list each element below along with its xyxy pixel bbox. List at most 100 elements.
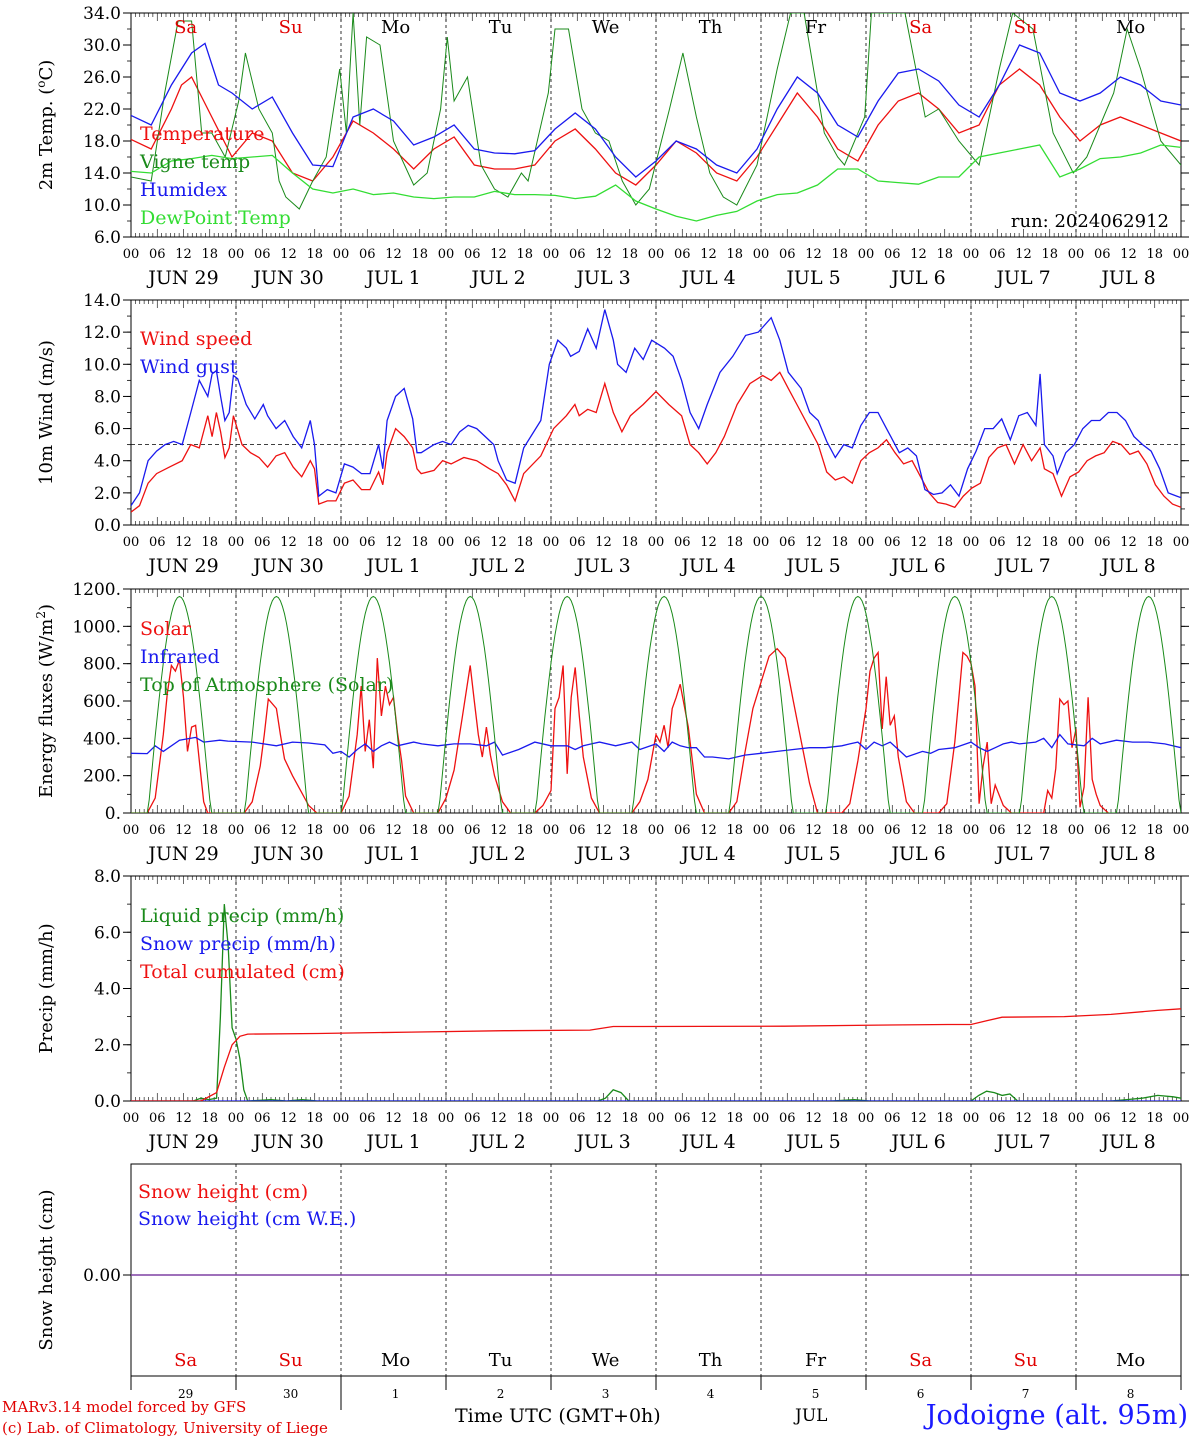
- hour-tick-label: 18: [621, 247, 638, 262]
- hour-tick-label: 00: [543, 823, 560, 838]
- date-label: JUL 1: [364, 267, 420, 289]
- hour-tick-label: 00: [333, 247, 350, 262]
- date-label: JUN 29: [146, 555, 218, 577]
- hour-tick-label: 12: [1120, 1111, 1137, 1126]
- hour-tick-label: 18: [831, 535, 848, 550]
- y-tick-label: 600.: [83, 692, 121, 712]
- hour-tick-label: 00: [543, 1111, 560, 1126]
- hour-tick-label: 18: [621, 535, 638, 550]
- weekday-label: Mo: [1116, 17, 1145, 38]
- panel-4: 0.0 2.0 4.0 6.0 8.0 Precip (mm/h) 00 06 12 18 JUN …: [36, 867, 1189, 1153]
- hour-tick-label: 12: [910, 823, 927, 838]
- hour-tick-label: 06: [254, 823, 271, 838]
- hour-tick-label: 00: [228, 823, 245, 838]
- hour-tick-label: 18: [411, 247, 428, 262]
- hour-tick-label: 06: [884, 247, 901, 262]
- date-label: JUN 29: [146, 1131, 218, 1153]
- weekday-label: Tu: [489, 1350, 513, 1371]
- hour-tick-label: 06: [254, 247, 271, 262]
- hour-tick-label: 06: [989, 247, 1006, 262]
- date-label: JUL 8: [1099, 555, 1155, 577]
- y-tick-label: 0.0: [94, 1092, 121, 1112]
- date-label: JUN 29: [146, 843, 218, 865]
- hour-tick-label: 12: [805, 535, 822, 550]
- weekday-label: Tu: [489, 17, 513, 38]
- series-line-humidex: [131, 42, 1181, 178]
- hour-tick-label: 12: [175, 1111, 192, 1126]
- series-line-top-of-atmosphere-solar-: [131, 595, 1181, 813]
- hour-tick-label: 18: [516, 535, 533, 550]
- hour-tick-label: 18: [1041, 1111, 1058, 1126]
- hour-tick-label: 18: [1041, 247, 1058, 262]
- hour-tick-label: 06: [779, 823, 796, 838]
- legend-entry: Snow height (cm): [138, 1181, 308, 1203]
- station-label: Jodoigne (alt. 95m): [925, 1400, 1188, 1431]
- hour-tick-label: 06: [779, 535, 796, 550]
- hour-tick-label: 12: [490, 1111, 507, 1126]
- hour-tick-label: 12: [280, 1111, 297, 1126]
- hour-tick-label: 12: [595, 535, 612, 550]
- hour-tick-label: 00: [753, 247, 770, 262]
- hour-tick-label: 12: [1120, 247, 1137, 262]
- hour-tick-label: 00: [1173, 1111, 1190, 1126]
- hour-tick-label: 18: [306, 247, 323, 262]
- run-label: run: 2024062912: [1011, 211, 1169, 232]
- hour-tick-label: 00: [333, 823, 350, 838]
- legend-entry: Top of Atmosphere (Solar): [140, 674, 393, 696]
- day-number-label: 2: [497, 1387, 505, 1401]
- hour-tick-label: 18: [936, 823, 953, 838]
- hour-tick-label: 00: [123, 823, 140, 838]
- date-label: JUL 2: [469, 267, 525, 289]
- hour-tick-label: 12: [490, 823, 507, 838]
- hour-tick-label: 12: [385, 535, 402, 550]
- series-line-infrared: [131, 733, 1181, 760]
- date-label: JUL 5: [784, 843, 840, 865]
- hour-tick-label: 18: [1146, 247, 1163, 262]
- hour-tick-label: 06: [359, 1111, 376, 1126]
- hour-tick-label: 06: [1094, 823, 1111, 838]
- day-number-label: 5: [812, 1387, 820, 1401]
- series-line-vigne-temp: [131, 13, 1181, 210]
- date-label: JUL 8: [1099, 1131, 1155, 1153]
- hour-tick-label: 00: [228, 535, 245, 550]
- weekday-label: Su: [1014, 1350, 1038, 1371]
- legend-entry: Temperature: [140, 123, 264, 145]
- hour-tick-label: 12: [805, 1111, 822, 1126]
- legend-entry: Humidex: [140, 179, 227, 201]
- y-tick-label: 0.0: [94, 516, 121, 536]
- panel-1: 6.0 10.0 14.0 18.0 22.0 26.0 30.0 34.0 2m Temp. …: [34, 4, 1189, 289]
- y-tick-label: 10.0: [83, 196, 121, 216]
- y-tick-label: 14.0: [83, 164, 121, 184]
- hour-tick-label: 18: [201, 823, 218, 838]
- weekday-label: Sa: [909, 1350, 932, 1371]
- hour-tick-label: 06: [674, 247, 691, 262]
- hour-tick-label: 06: [1094, 247, 1111, 262]
- hour-tick-label: 00: [858, 247, 875, 262]
- day-number-label: 6: [917, 1387, 925, 1401]
- day-number-label: 30: [283, 1387, 298, 1401]
- date-label: JUL 5: [784, 1131, 840, 1153]
- hour-tick-label: 06: [464, 1111, 481, 1126]
- hour-tick-label: 00: [1068, 823, 1085, 838]
- hour-tick-label: 12: [385, 247, 402, 262]
- hour-tick-label: 18: [621, 1111, 638, 1126]
- date-label: JUL 2: [469, 843, 525, 865]
- hour-tick-label: 00: [1173, 247, 1190, 262]
- hour-tick-label: 18: [306, 535, 323, 550]
- legend-entry: Wind gust: [140, 356, 238, 378]
- hour-tick-label: 18: [1146, 535, 1163, 550]
- hour-tick-label: 18: [936, 1111, 953, 1126]
- hour-tick-label: 18: [831, 247, 848, 262]
- hour-tick-label: 00: [963, 823, 980, 838]
- hour-tick-label: 18: [831, 1111, 848, 1126]
- legend-entry: Total cumulated (cm): [140, 961, 345, 983]
- y-tick-label: 30.0: [83, 36, 121, 56]
- weekday-label: Su: [279, 1350, 303, 1371]
- panel-3: 0. 200. 400. 600. 800. 1000. 1200. Energy fluxe…: [34, 580, 1189, 865]
- hour-tick-label: 06: [149, 823, 166, 838]
- hour-tick-label: 00: [123, 1111, 140, 1126]
- hour-tick-label: 18: [201, 535, 218, 550]
- legend-entry: Snow height (cm W.E.): [138, 1208, 356, 1230]
- date-label: JUN 29: [146, 267, 218, 289]
- y-tick-label: 26.0: [83, 68, 121, 88]
